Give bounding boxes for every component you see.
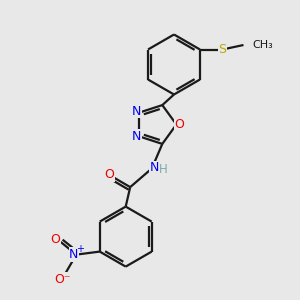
Text: CH₃: CH₃: [252, 40, 273, 50]
Text: N: N: [69, 248, 79, 261]
Text: N: N: [132, 104, 141, 118]
Text: S: S: [218, 43, 226, 56]
Text: O: O: [175, 118, 184, 131]
Text: N: N: [149, 161, 159, 174]
Text: N: N: [132, 130, 141, 143]
Text: +: +: [76, 244, 84, 254]
Text: O: O: [50, 232, 60, 245]
Text: O⁻: O⁻: [55, 273, 71, 286]
Text: O: O: [104, 168, 114, 181]
Text: H: H: [158, 163, 167, 176]
